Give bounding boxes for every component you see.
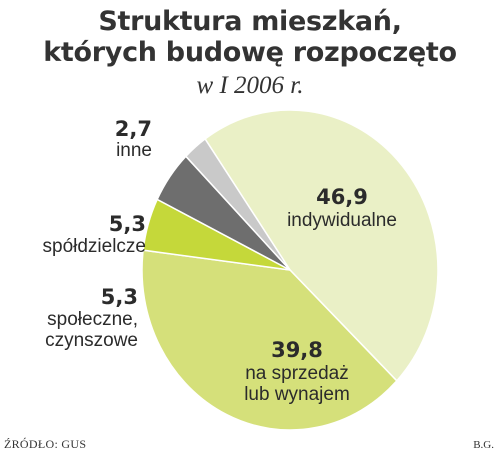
slice-name-spoleczne-line-1: społeczne, bbox=[47, 309, 138, 331]
author-initials: B.G. bbox=[473, 439, 494, 451]
slice-name-na-sprzedaz-line-2: lub wynajem bbox=[244, 383, 350, 405]
slice-value-indywidualne: 46,9 bbox=[316, 185, 368, 209]
slice-label-na-sprzedaz: 39,8 na sprzedaż lub wynajem bbox=[232, 338, 362, 406]
slice-name-na-sprzedaz-line-1: na sprzedaż bbox=[245, 363, 349, 385]
slice-indywidualne bbox=[204, 109, 439, 382]
slice-na-sprzedaz bbox=[141, 249, 398, 431]
slice-value-na-sprzedaz: 39,8 bbox=[271, 338, 323, 362]
slice-label-spoldzielcze: 5,3 spółdzielcze bbox=[2, 212, 147, 258]
slice-value-spoleczne: 5,3 bbox=[100, 285, 138, 309]
slice-inne bbox=[184, 137, 291, 271]
slice-name-inne: inne bbox=[116, 140, 152, 162]
slice-value-spoldzielcze: 5,3 bbox=[108, 212, 146, 236]
source-note: ŹRÓDŁO: GUS bbox=[4, 437, 87, 451]
slice-value-inne: 2,7 bbox=[114, 117, 152, 141]
slice-label-inne: 2,7 inne bbox=[70, 117, 152, 162]
slice-name-spoldzielcze: spółdzielcze bbox=[42, 236, 147, 258]
slice-label-spoleczne: 5,3 społeczne, czynszowe bbox=[10, 285, 138, 352]
chart-title-line-2: których budowę rozpoczęto bbox=[43, 37, 457, 68]
chart-title-line-1: Struktura mieszkań, bbox=[98, 6, 402, 37]
slice-name-indywidualne: indywidualne bbox=[287, 210, 397, 232]
chart-subtitle: w I 2006 r. bbox=[196, 72, 304, 99]
slice-label-indywidualne: 46,9 indywidualne bbox=[272, 185, 412, 232]
slice-name-spoleczne-line-2: czynszowe bbox=[45, 329, 138, 351]
